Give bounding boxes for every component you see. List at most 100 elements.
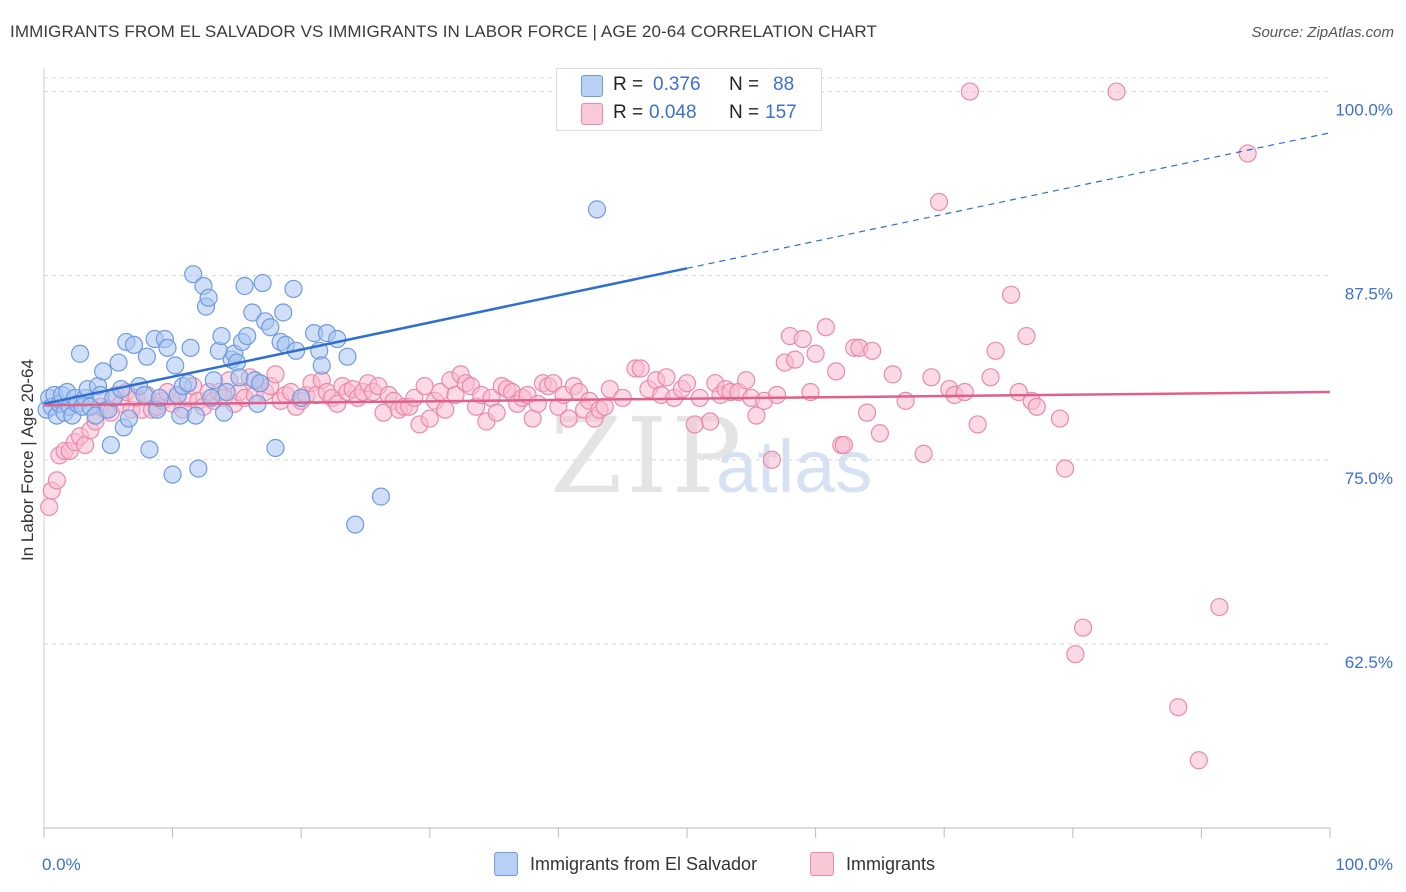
pink-point — [1050, 409, 1070, 428]
pink-point — [1238, 144, 1257, 163]
blue-point — [189, 459, 208, 478]
pink-point — [436, 400, 455, 419]
pink-point — [1189, 751, 1208, 770]
pink-point — [600, 379, 619, 399]
axis-layer — [43, 68, 1331, 838]
stats-n-label: N = — [729, 74, 760, 95]
pink-point — [1107, 82, 1126, 101]
blue-point — [250, 374, 270, 393]
pink-point — [929, 192, 949, 212]
pink-point — [266, 365, 285, 384]
pink-point — [446, 385, 465, 405]
y-tick-label: 62.5% — [1345, 653, 1393, 672]
pink-point — [1017, 326, 1036, 346]
blue-point — [124, 335, 144, 354]
blue-point — [135, 385, 154, 405]
stats-r-label: R = — [613, 102, 644, 123]
blue-point — [199, 288, 218, 307]
pink-point — [863, 341, 882, 360]
blue-point — [261, 318, 280, 337]
stats-n-value: 157 — [765, 102, 797, 123]
legend-swatch-blue — [494, 852, 518, 876]
blue-point — [230, 368, 249, 387]
pink-point — [1066, 645, 1085, 664]
pink-point — [701, 412, 720, 431]
y-tick-labels: 100.0% 87.5% 75.0% 62.5% — [1335, 101, 1393, 672]
blue-point — [217, 382, 236, 402]
y-tick-label: 100.0% — [1335, 101, 1393, 120]
x-tick-max: 100.0% — [1335, 855, 1393, 874]
blue-point — [94, 362, 113, 381]
blue-point — [284, 279, 303, 299]
pink-point — [827, 362, 846, 381]
blue-point — [137, 347, 156, 366]
legend-item-el-salvador[interactable]: Immigrants from El Salvador — [494, 851, 757, 877]
blue-point — [243, 303, 262, 322]
blue-trend-line — [43, 267, 688, 406]
pink-point — [328, 394, 347, 413]
pink-point — [544, 374, 563, 393]
blue-point — [338, 347, 357, 366]
blue-point — [181, 338, 200, 357]
blue-point — [328, 329, 347, 349]
y-tick-label: 87.5% — [1345, 285, 1393, 304]
pink-point — [415, 377, 434, 396]
pink-trend-line — [43, 390, 1331, 407]
blue-point — [178, 374, 198, 393]
pink-point — [896, 391, 915, 410]
blue-point — [371, 487, 391, 506]
pink-point — [834, 435, 853, 455]
blue-point — [204, 371, 223, 390]
blue-point — [140, 440, 159, 459]
blue-point — [238, 326, 257, 346]
stats-swatch-pink — [581, 103, 603, 125]
blue-point — [163, 465, 182, 484]
blue-point — [312, 356, 331, 375]
pink-point — [968, 415, 987, 434]
pink-point — [40, 497, 59, 517]
stats-swatch-blue — [581, 75, 603, 97]
blue-point — [150, 388, 169, 408]
blue-point — [109, 353, 128, 372]
pink-point — [922, 368, 941, 387]
legend-item-immigrants[interactable]: Immigrants — [810, 851, 935, 877]
legend-label: Immigrants from El Salvador — [530, 853, 758, 874]
pink-point — [737, 371, 756, 390]
pink-point — [767, 385, 787, 405]
blue-trend-extension — [686, 132, 1331, 269]
pink-point — [657, 368, 676, 387]
x-tick-min: 0.0% — [42, 855, 81, 874]
blue-point — [235, 276, 254, 296]
pink-point — [1055, 459, 1075, 478]
pink-point — [883, 365, 902, 384]
chart-title: IMMIGRANTS FROM EL SALVADOR VS IMMIGRANT… — [10, 22, 877, 41]
stats-box: R = 0.376 N = 88 R = 0.048 N = 157 — [556, 68, 822, 131]
pink-point — [762, 450, 781, 469]
legend-label: Immigrants — [846, 853, 936, 874]
blue-point — [119, 409, 138, 428]
pink-point — [986, 341, 1005, 360]
pink-point — [1169, 698, 1188, 717]
pink-point — [793, 329, 812, 349]
pink-point — [677, 374, 697, 393]
blue-point — [212, 326, 231, 346]
pink-point — [870, 424, 890, 443]
blue-point — [184, 265, 203, 284]
pink-point — [960, 82, 980, 101]
blue-point — [70, 344, 90, 363]
pink-point — [955, 382, 974, 402]
pink-point — [1073, 618, 1093, 637]
stats-n-value: 88 — [773, 74, 795, 95]
pink-point — [914, 444, 933, 463]
trend-lines — [43, 132, 1331, 407]
pink-point — [559, 409, 578, 428]
pink-point — [420, 409, 439, 428]
blue-point — [587, 200, 607, 219]
chart-source: Source: ZipAtlas.com — [1251, 24, 1394, 41]
blue-point — [171, 406, 190, 425]
pink-point — [747, 406, 766, 425]
blue-point — [186, 406, 205, 425]
blue-point — [166, 356, 185, 375]
blue-point — [274, 303, 293, 322]
